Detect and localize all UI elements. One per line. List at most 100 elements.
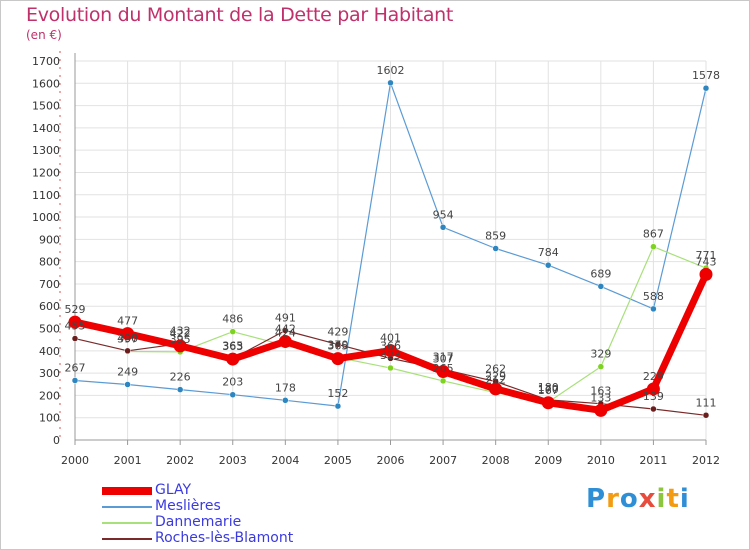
data-label-dannemarie: 170 [538, 383, 559, 396]
chart-title: Evolution du Montant de la Dette par Hab… [26, 4, 454, 26]
data-label-dannemarie: 323 [380, 349, 401, 362]
data-point-mesli-res [439, 224, 447, 231]
x-tick-label: 2009 [534, 454, 562, 467]
data-label-mesli-res: 249 [117, 365, 138, 378]
data-label-roches-l-s-blamont: 111 [696, 396, 717, 409]
data-point-glay [121, 327, 135, 341]
x-tick-label: 2000 [61, 454, 89, 467]
data-point-dannemarie [229, 328, 236, 335]
data-point-mesli-res [597, 283, 605, 290]
x-tick-label: 2006 [377, 454, 405, 467]
data-label-dannemarie: 212 [485, 374, 506, 387]
y-tick-label: 900 [39, 233, 60, 246]
data-point-glay [541, 396, 555, 410]
y-tick-label: 700 [39, 278, 60, 291]
legend-label-glay: GLAY [155, 482, 192, 498]
data-label-glay: 363 [222, 340, 243, 353]
data-label-mesli-res: 1578 [692, 69, 720, 82]
data-point-mesli-res [650, 305, 657, 313]
data-label-roches-l-s-blamont: 262 [485, 363, 506, 376]
data-label-roches-l-s-blamont: 400 [117, 332, 138, 345]
y-tick-label: 800 [39, 256, 60, 269]
data-point-dannemarie [597, 363, 605, 370]
legend-swatch-roches [102, 538, 152, 540]
data-point-mesli-res [334, 402, 342, 410]
data-label-dannemarie: 486 [222, 313, 243, 326]
x-tick-label: 2003 [219, 454, 247, 467]
data-point-glay [278, 334, 292, 348]
logo-letter: r [606, 484, 620, 514]
data-point-mesli-res [229, 391, 236, 398]
data-label-glay: 477 [117, 315, 138, 328]
series-line-dannemarie [127, 246, 707, 403]
y-tick-label: 300 [39, 367, 60, 380]
y-tick-label: 1500 [32, 100, 60, 113]
data-label-glay: 307 [433, 353, 454, 366]
logo-letter: i [679, 484, 690, 514]
data-point-roches-l-s-blamont [71, 335, 79, 342]
data-label-dannemarie: 265 [433, 362, 454, 375]
data-label-mesli-res: 1602 [377, 64, 405, 77]
data-label-dannemarie: 771 [696, 249, 717, 262]
data-point-mesli-res [545, 261, 552, 269]
data-point-roches-l-s-blamont [334, 341, 342, 348]
logo-letter: o [619, 484, 639, 514]
data-label-dannemarie: 397 [117, 332, 138, 345]
data-point-mesli-res [124, 381, 131, 388]
data-label-roches-l-s-blamont: 366 [380, 339, 401, 352]
data-point-roches-l-s-blamont [124, 347, 131, 355]
y-tick-label: 1200 [32, 166, 60, 179]
legend-label-dannemarie: Dannemarie [155, 514, 242, 530]
data-label-roches-l-s-blamont: 317 [433, 350, 454, 363]
y-tick-label: 400 [39, 345, 60, 358]
x-tick-label: 2008 [482, 454, 510, 467]
x-tick-label: 2004 [271, 454, 299, 467]
data-label-glay: 133 [590, 391, 611, 404]
data-point-dannemarie [387, 364, 394, 372]
x-tick-label: 2010 [587, 454, 615, 467]
logo-letter: P [586, 484, 607, 514]
data-label-roches-l-s-blamont: 163 [590, 385, 611, 398]
data-label-mesli-res: 226 [170, 371, 191, 384]
y-tick-label: 100 [39, 412, 60, 425]
data-label-dannemarie: 867 [643, 228, 664, 241]
data-label-mesli-res: 588 [643, 290, 664, 303]
data-label-roches-l-s-blamont: 365 [222, 340, 243, 353]
data-point-mesli-res [492, 245, 499, 252]
data-label-glay: 743 [696, 255, 717, 268]
data-point-glay [173, 339, 187, 353]
data-point-glay [699, 267, 713, 281]
data-label-dannemarie: 329 [590, 348, 611, 361]
x-tick-label: 2005 [324, 454, 352, 467]
data-label-dannemarie: 424 [275, 326, 296, 339]
data-label-roches-l-s-blamont: 491 [275, 312, 296, 325]
data-point-glay [331, 352, 345, 366]
data-point-mesli-res [71, 377, 79, 384]
data-point-mesli-res [176, 386, 184, 393]
data-point-glay [384, 344, 397, 358]
data-point-glay [226, 352, 240, 366]
x-tick-label: 2012 [692, 454, 720, 467]
x-tick-label: 2011 [639, 454, 667, 467]
chart-unit: (en €) [26, 28, 62, 42]
data-label-mesli-res: 178 [275, 381, 296, 394]
data-point-dannemarie [439, 377, 447, 385]
x-tick-label: 2001 [114, 454, 142, 467]
legend-swatch-dannemarie [102, 522, 152, 524]
data-point-mesli-res [387, 79, 394, 87]
data-label-glay: 401 [380, 332, 401, 345]
data-label-mesli-res: 784 [538, 246, 559, 259]
proxiti-logo: Proxiti [586, 484, 690, 514]
data-label-glay: 229 [643, 370, 664, 383]
data-label-glay: 365 [327, 340, 348, 353]
data-label-dannemarie: 395 [170, 333, 191, 346]
y-tick-label: 1600 [32, 77, 60, 90]
x-tick-label: 2002 [166, 454, 194, 467]
y-tick-label: 1000 [32, 211, 60, 224]
data-point-glay [436, 365, 450, 379]
data-label-roches-l-s-blamont: 139 [643, 390, 664, 403]
data-label-roches-l-s-blamont: 180 [538, 381, 559, 394]
data-point-glay [594, 403, 608, 417]
